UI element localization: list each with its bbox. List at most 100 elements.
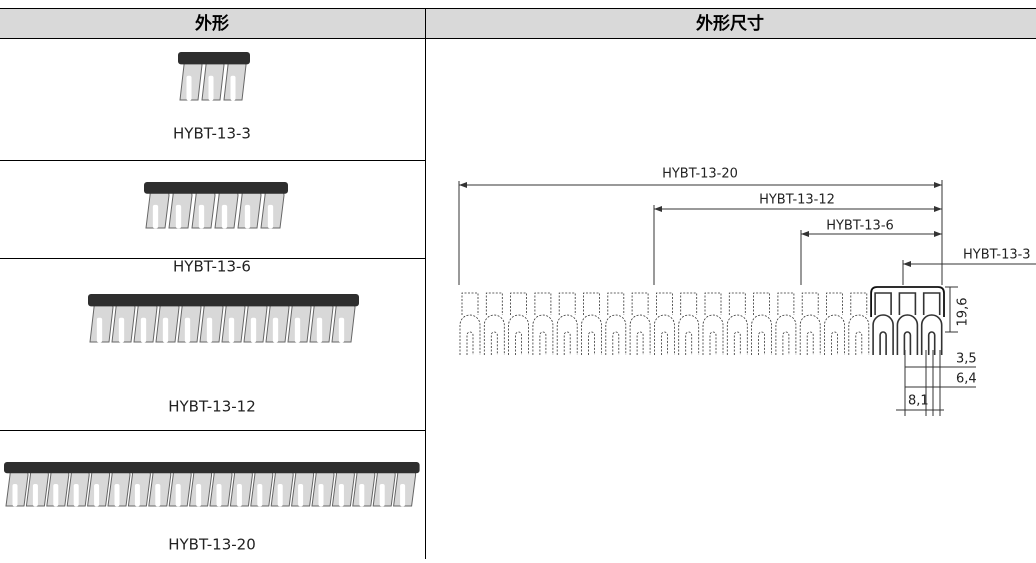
terminal-top <box>510 292 527 315</box>
terminal-outline <box>920 314 943 355</box>
terminal-top <box>850 292 868 315</box>
arrow-head <box>934 206 942 212</box>
fork-slot <box>298 484 304 507</box>
terminal-top <box>656 292 673 315</box>
product-label: HYBT-13-6 <box>173 258 251 276</box>
terminal-top <box>826 292 843 315</box>
header-cell: 外形 <box>195 13 229 34</box>
jumper-bar <box>144 182 288 194</box>
terminal-top <box>922 292 941 315</box>
terminal-top <box>753 292 770 315</box>
header-cell: 外形尺寸 <box>696 13 764 34</box>
terminal-top <box>704 292 722 315</box>
terminal-slot <box>806 331 814 355</box>
fork-slot <box>118 317 125 343</box>
terminal-slot <box>490 331 498 355</box>
terminal-slot <box>466 331 474 355</box>
jumper-bar <box>4 462 420 474</box>
fork-slot <box>198 204 205 229</box>
terminal-top <box>874 292 892 315</box>
terminal-top <box>801 292 819 315</box>
header-bg <box>0 8 1036 38</box>
fork-slot <box>186 75 192 101</box>
measurement: 8,1 <box>908 394 929 409</box>
terminal-slot <box>685 331 693 355</box>
fork-slot <box>32 484 38 507</box>
fork-slot <box>318 484 324 507</box>
dimension-label: HYBT-13-20 <box>662 167 738 182</box>
fork-slot <box>114 484 120 507</box>
terminal-slot <box>563 331 571 355</box>
terminal-outline <box>678 314 700 355</box>
fork-slot <box>175 204 182 229</box>
fork-slot <box>250 317 257 343</box>
terminal-top <box>534 292 552 315</box>
terminal-outline <box>872 314 894 355</box>
fork-slot <box>221 204 228 229</box>
fork-slot <box>196 484 202 507</box>
fork-slot <box>316 317 323 343</box>
terminal-slot <box>539 331 547 355</box>
terminal-outline <box>483 314 505 355</box>
fork-slot <box>230 75 236 101</box>
measurement: 19,6 <box>956 298 971 327</box>
terminal-top <box>558 292 576 315</box>
terminal-outline <box>896 314 919 355</box>
terminal-top <box>898 292 917 315</box>
dimension-label: HYBT-13-3 <box>963 248 1031 263</box>
terminal-slot <box>903 331 912 355</box>
fork-slot <box>175 484 181 507</box>
measurement: 3,5 <box>956 352 977 367</box>
terminal-slot <box>927 331 936 355</box>
terminal-outline <box>581 314 602 355</box>
bar-outline <box>870 286 945 317</box>
terminal-outline <box>654 314 675 355</box>
fork-slot <box>272 317 279 343</box>
fork-slot <box>12 484 18 507</box>
terminal-outline <box>824 314 845 355</box>
table-grid <box>0 8 1036 559</box>
terminal-outline <box>532 314 554 355</box>
arrow-head <box>459 182 467 188</box>
terminal-slot <box>733 331 741 355</box>
fork-slot <box>73 484 79 507</box>
fork-slot <box>277 484 283 507</box>
terminal-slot <box>612 331 620 355</box>
fork-slot <box>244 204 251 229</box>
fork-slot <box>184 317 191 343</box>
fork-slot <box>257 484 263 507</box>
terminal-slot <box>636 331 644 355</box>
terminal-outline <box>799 314 821 355</box>
terminal-slot <box>758 331 765 355</box>
fork-slot <box>228 317 235 343</box>
terminal-slot <box>879 331 887 355</box>
terminal-top <box>631 292 649 315</box>
arrow-head <box>801 231 809 237</box>
fork-slot <box>379 484 385 507</box>
terminal-slot <box>709 331 717 355</box>
terminal-top <box>583 292 600 315</box>
fork-slot <box>162 317 169 343</box>
terminal-top <box>777 292 795 315</box>
fork-slot <box>208 75 214 101</box>
fork-slot <box>206 317 213 343</box>
terminal-top <box>485 292 503 315</box>
terminal-slot <box>831 331 838 355</box>
fork-slot <box>53 484 59 507</box>
fork-slot <box>294 317 301 343</box>
terminal-top <box>607 292 625 315</box>
fork-slot <box>338 317 345 343</box>
terminal-outline <box>702 314 724 355</box>
fork-slot <box>96 317 103 343</box>
terminal-top <box>461 292 479 315</box>
fork-slot <box>400 484 406 507</box>
arrow-head <box>934 231 942 237</box>
fork-slot <box>267 204 274 229</box>
terminal-outline <box>726 314 748 355</box>
fork-slot <box>152 204 159 229</box>
measurement: 6,4 <box>956 372 977 387</box>
terminal-outline <box>775 314 797 355</box>
arrow-head <box>903 261 911 267</box>
terminal-outline <box>605 314 627 355</box>
